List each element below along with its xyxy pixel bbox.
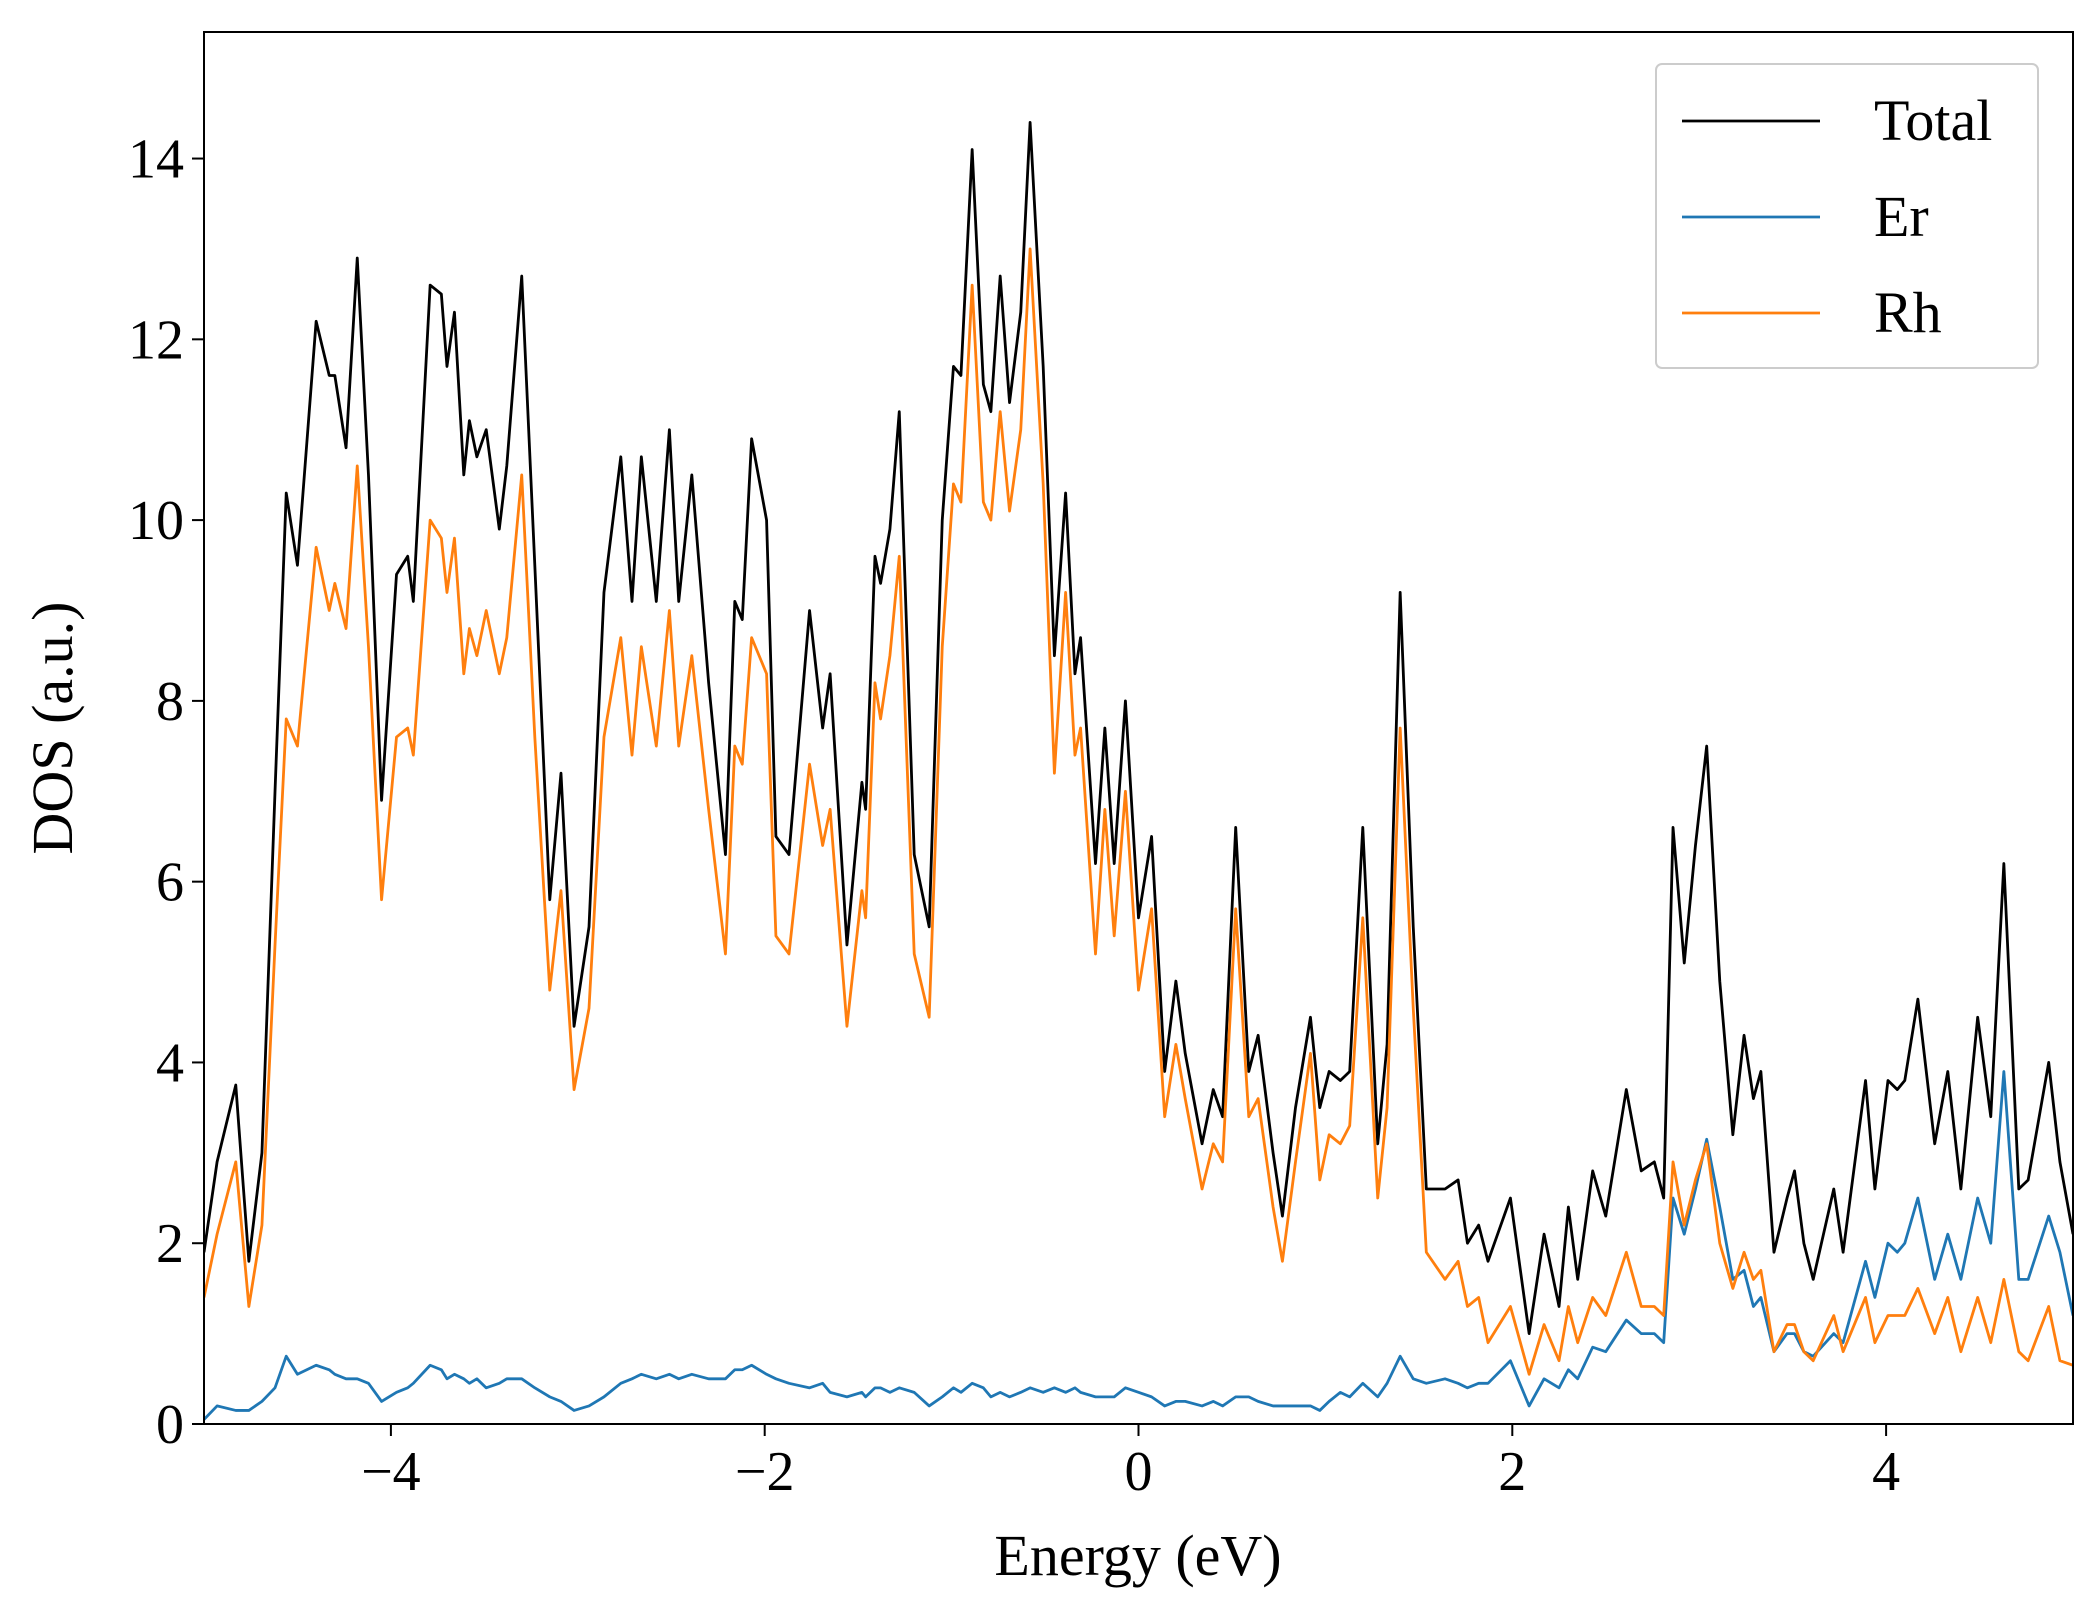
- x-tick-label: −2: [735, 1441, 795, 1503]
- y-tick-label: 12: [128, 309, 184, 371]
- legend-label: Er: [1874, 184, 1929, 249]
- x-axis-label: Energy (eV): [994, 1523, 1281, 1588]
- x-tick-label: 0: [1125, 1441, 1153, 1503]
- y-tick-label: 14: [128, 129, 184, 191]
- series-line: [204, 120, 2073, 1336]
- x-tick-label: −4: [361, 1441, 421, 1503]
- y-tick-label: 4: [156, 1032, 184, 1094]
- y-tick-label: 0: [156, 1394, 184, 1456]
- y-tick-label: 8: [156, 671, 184, 733]
- legend-box: [1655, 63, 2039, 369]
- series-line: [204, 1070, 2073, 1421]
- x-tick-label: 4: [1872, 1441, 1900, 1503]
- y-tick-label: 6: [156, 852, 184, 914]
- legend-label: Rh: [1874, 280, 1942, 345]
- plot-frame: [203, 31, 2074, 1425]
- y-axis-label: DOS (a.u.): [20, 602, 85, 855]
- series-line: [204, 247, 2073, 1376]
- y-tick-label: 2: [156, 1213, 184, 1275]
- legend-label: Total: [1874, 88, 1992, 153]
- y-tick-label: 10: [128, 490, 184, 552]
- x-tick-label: 2: [1498, 1441, 1526, 1503]
